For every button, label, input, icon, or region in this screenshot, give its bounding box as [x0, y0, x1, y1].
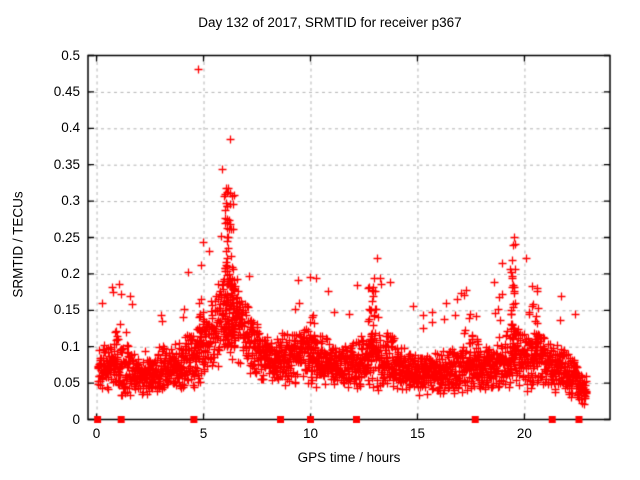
x-tick-label: 5	[199, 425, 208, 441]
x-tick-label: 20	[516, 425, 532, 441]
y-tick-label: 0.2	[61, 265, 80, 281]
x-tick-label: 10	[302, 425, 318, 441]
x-tick-label: 15	[409, 425, 425, 441]
y-tick-label: 0.3	[61, 193, 80, 209]
y-tick-label: 0.4	[61, 120, 80, 136]
x-axis-label: GPS time / hours	[297, 450, 401, 465]
y-axis-label: SRMTID / TECUs	[10, 191, 26, 298]
y-tick-label: 0.15	[53, 302, 80, 318]
y-tick-label: 0.45	[53, 83, 80, 99]
y-tick-label: 0	[72, 411, 80, 427]
y-tick-label: 0.05	[53, 375, 80, 391]
y-tick-label: 0.35	[53, 156, 80, 172]
y-tick-label: 0.25	[53, 229, 80, 245]
y-tick-label: 0.1	[61, 338, 80, 354]
y-tick-label: 0.5	[61, 47, 80, 63]
x-tick-label: 0	[92, 425, 101, 441]
